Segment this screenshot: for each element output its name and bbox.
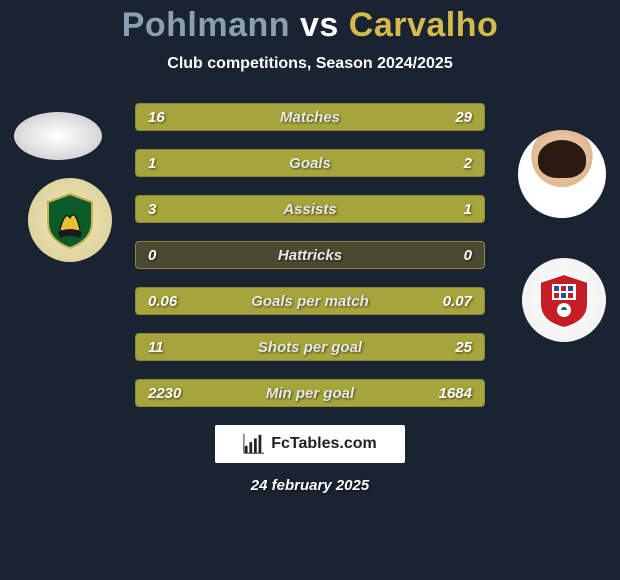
player1-name: Pohlmann — [122, 6, 290, 44]
stat-row: 0.06Goals per match0.07 — [135, 287, 485, 315]
stat-label: Shots per goal — [206, 339, 414, 356]
stat-row: 1Goals2 — [135, 149, 485, 177]
stat-label: Hattricks — [206, 247, 414, 264]
stat-label: Goals per match — [206, 293, 414, 310]
stat-row: 3Assists1 — [135, 195, 485, 223]
stat-value-left: 1 — [136, 155, 206, 172]
stat-label: Min per goal — [206, 385, 414, 402]
stat-value-right: 1 — [414, 201, 484, 218]
stat-value-right: 29 — [414, 109, 484, 126]
stat-row: 2230Min per goal1684 — [135, 379, 485, 407]
stat-value-right: 2 — [414, 155, 484, 172]
stat-value-right: 0.07 — [414, 293, 484, 310]
subtitle: Club competitions, Season 2024/2025 — [0, 55, 620, 73]
stat-value-right: 0 — [414, 247, 484, 264]
stat-value-right: 1684 — [414, 385, 484, 402]
stat-value-left: 0.06 — [136, 293, 206, 310]
stat-value-left: 11 — [136, 339, 206, 356]
stat-value-left: 2230 — [136, 385, 206, 402]
stat-label: Matches — [206, 109, 414, 126]
brand-label: FcTables.com — [271, 435, 377, 453]
stat-label: Goals — [206, 155, 414, 172]
stat-value-left: 0 — [136, 247, 206, 264]
stat-value-right: 25 — [414, 339, 484, 356]
stats-container: 16Matches291Goals23Assists10Hattricks00.… — [0, 103, 620, 407]
vs-text: vs — [300, 6, 339, 44]
stat-label: Assists — [206, 201, 414, 218]
brand-badge[interactable]: FcTables.com — [215, 425, 405, 463]
stat-row: 11Shots per goal25 — [135, 333, 485, 361]
stat-value-left: 16 — [136, 109, 206, 126]
player2-name: Carvalho — [349, 6, 499, 44]
chart-bars-icon — [243, 433, 265, 455]
stat-row: 0Hattricks0 — [135, 241, 485, 269]
footer-date: 24 february 2025 — [0, 477, 620, 494]
comparison-title: Pohlmann vs Carvalho — [0, 0, 620, 45]
stat-value-left: 3 — [136, 201, 206, 218]
stat-row: 16Matches29 — [135, 103, 485, 131]
